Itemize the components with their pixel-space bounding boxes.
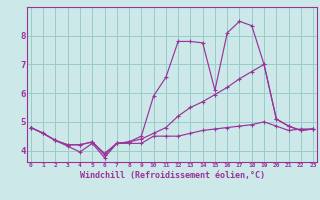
X-axis label: Windchill (Refroidissement éolien,°C): Windchill (Refroidissement éolien,°C): [79, 171, 265, 180]
